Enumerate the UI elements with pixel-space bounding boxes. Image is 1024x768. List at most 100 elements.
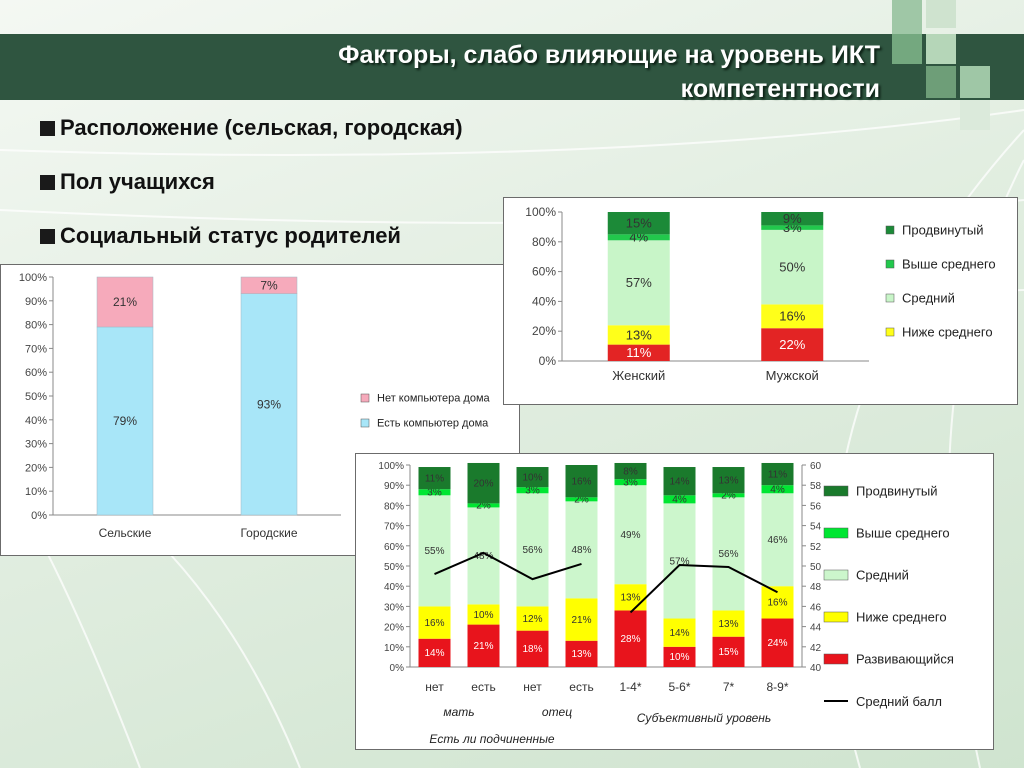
data-label: 11% bbox=[768, 469, 787, 480]
bar-segment bbox=[467, 624, 500, 667]
bar-segment bbox=[607, 234, 670, 241]
data-label: 4% bbox=[672, 495, 687, 506]
bullet-text: Расположение (сельская, городская) bbox=[60, 115, 463, 140]
x-tick-label: есть bbox=[471, 680, 495, 694]
legend-swatch bbox=[360, 418, 370, 428]
bar-segment bbox=[240, 293, 298, 516]
bar-segment bbox=[467, 503, 500, 508]
square-bullet-icon bbox=[40, 120, 55, 136]
bar-segment bbox=[565, 465, 598, 498]
decor-square bbox=[992, 34, 1024, 64]
slide-title: Факторы, слабо влияющие на уровень ИКТ к… bbox=[120, 38, 880, 106]
y-tick-label: 20% bbox=[25, 462, 47, 474]
bar-segment bbox=[712, 493, 745, 498]
bar-segment bbox=[516, 467, 549, 488]
data-label: 16% bbox=[571, 476, 591, 487]
x-tick-label: есть bbox=[569, 680, 593, 694]
bar-segment bbox=[761, 462, 794, 486]
y2-tick-label: 58 bbox=[810, 481, 822, 492]
y2-tick-label: 56 bbox=[810, 501, 822, 512]
y2-tick-label: 52 bbox=[810, 542, 822, 553]
decor-square bbox=[926, 34, 956, 64]
bar-segment bbox=[663, 495, 696, 504]
bar-segment bbox=[565, 497, 598, 502]
y-tick-label: 0% bbox=[390, 663, 405, 674]
data-label: 18% bbox=[522, 644, 542, 655]
legend-label: Ниже среднего bbox=[856, 609, 947, 624]
legend-swatch bbox=[823, 527, 849, 539]
y-tick-label: 30% bbox=[25, 439, 47, 451]
y-tick-label: 40% bbox=[532, 294, 556, 308]
y-tick-label: 70% bbox=[384, 522, 404, 533]
bar-segment bbox=[565, 640, 598, 667]
chart-social-status: 0% 10% 20% 30% 40% 50% 60% 70% 80% 90% 100% 14% 16% 5… bbox=[378, 461, 954, 746]
data-label: 57% bbox=[626, 275, 652, 290]
average-score-line bbox=[434, 551, 582, 581]
y2-tick-label: 44 bbox=[810, 623, 822, 634]
legend-swatch bbox=[885, 259, 895, 269]
data-label: 15% bbox=[718, 647, 738, 658]
bar-segment bbox=[663, 618, 696, 647]
bar-segment bbox=[607, 212, 670, 235]
y-tick-label: 50% bbox=[25, 391, 47, 403]
legend-label: Ниже среднего bbox=[902, 324, 993, 339]
data-label: 14% bbox=[669, 476, 689, 487]
bar-segment bbox=[761, 225, 824, 230]
legend-swatch bbox=[360, 393, 370, 403]
data-label: 11% bbox=[425, 473, 444, 484]
y-tick-label: 80% bbox=[532, 235, 556, 249]
x-tick-label: 8-9* bbox=[766, 680, 788, 694]
bar-segment bbox=[467, 507, 500, 605]
y-tick-label: 0% bbox=[31, 510, 47, 522]
legend-swatch bbox=[823, 653, 849, 665]
bar-segment bbox=[418, 638, 451, 667]
bar-segment bbox=[240, 276, 298, 294]
slide-title-line1: Факторы, слабо влияющие на уровень ИКТ bbox=[338, 41, 880, 69]
legend-label: Нет компьютера дома bbox=[377, 393, 491, 405]
legend-label: Развивающийся bbox=[856, 651, 954, 666]
data-label: 9% bbox=[783, 211, 802, 226]
data-label: 3% bbox=[623, 478, 638, 489]
bar-segment bbox=[712, 497, 745, 611]
bar-segment bbox=[712, 636, 745, 667]
x-tick-label: Сельские bbox=[99, 526, 152, 540]
y-tick-label: 20% bbox=[532, 324, 556, 338]
legend-swatch bbox=[823, 611, 849, 623]
bar-segment bbox=[614, 462, 647, 480]
bullet-item: Расположение (сельская, городская) bbox=[40, 112, 463, 144]
data-label: 22% bbox=[779, 337, 805, 352]
legend-label: Продвинутый bbox=[902, 222, 984, 237]
data-label: 2% bbox=[476, 501, 491, 512]
y2-tick-label: 48 bbox=[810, 582, 822, 593]
chart-panel-gender: 0% 20% 40% 60% 80% 100% 11% 13% 57% 4% 15% Женский 2… bbox=[503, 197, 1018, 405]
data-label: 21% bbox=[473, 641, 493, 652]
y2-tick-label: 40 bbox=[810, 663, 822, 674]
square-bullet-icon bbox=[40, 174, 55, 190]
bar-segment bbox=[516, 493, 549, 607]
bar-segment bbox=[663, 467, 696, 496]
bar-segment bbox=[516, 606, 549, 631]
bar-segment bbox=[516, 487, 549, 494]
y-tick-label: 40% bbox=[25, 415, 47, 427]
average-score-line bbox=[629, 563, 778, 614]
data-label: 24% bbox=[767, 638, 787, 649]
bar-segment bbox=[761, 618, 794, 667]
decor-square bbox=[960, 100, 990, 130]
x-tick-label: 1-4* bbox=[619, 680, 641, 694]
decor-square bbox=[960, 66, 990, 98]
bar-segment bbox=[565, 501, 598, 599]
data-label: 79% bbox=[113, 414, 137, 428]
decor-square bbox=[892, 0, 922, 34]
decor-square bbox=[926, 0, 956, 28]
bar-segment bbox=[467, 462, 500, 504]
y2-tick-label: 46 bbox=[810, 602, 822, 613]
bar-segment bbox=[418, 467, 451, 490]
data-label: 93% bbox=[257, 397, 281, 411]
legend-label: Выше среднего bbox=[902, 256, 996, 271]
bar-segment bbox=[614, 610, 647, 667]
bar-segment bbox=[761, 229, 824, 305]
x-tick-label: Городские bbox=[240, 526, 297, 540]
bullet-text: Пол учащихся bbox=[60, 169, 215, 194]
data-label: 3% bbox=[525, 486, 540, 497]
data-label: 48% bbox=[571, 545, 591, 556]
